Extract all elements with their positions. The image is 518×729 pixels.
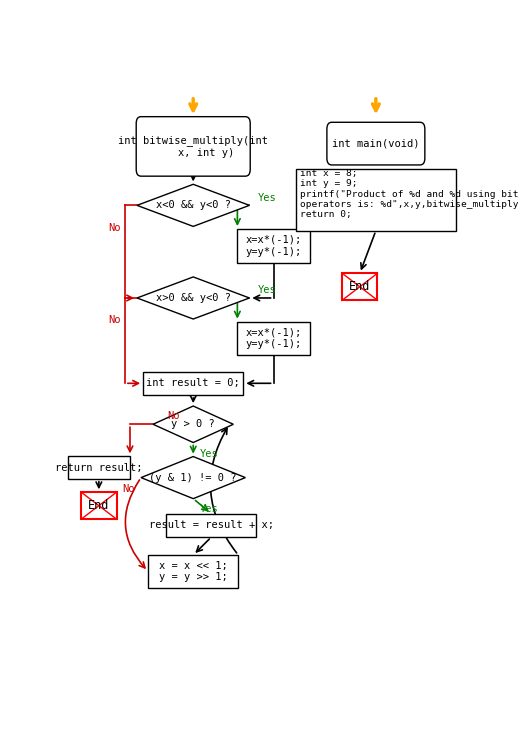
Text: No: No (167, 411, 179, 421)
Text: Yes: Yes (258, 192, 277, 203)
Text: int x = 8;
int y = 9;
printf("Product of %d and %d using bitwise
operators is: %: int x = 8; int y = 9; printf("Product of… (299, 169, 518, 219)
Text: int main(void): int main(void) (332, 139, 420, 149)
Text: Yes: Yes (258, 285, 277, 295)
Text: No: No (109, 223, 121, 233)
Bar (237, 229, 310, 262)
Bar (166, 513, 256, 537)
Text: Yes: Yes (200, 504, 219, 514)
FancyBboxPatch shape (327, 122, 425, 165)
Text: result = result + x;: result = result + x; (149, 521, 274, 530)
Text: x=x*(-1);
y=y*(-1);: x=x*(-1); y=y*(-1); (246, 327, 301, 349)
Text: No: No (109, 316, 121, 325)
Text: (y & 1) != 0 ?: (y & 1) != 0 ? (150, 472, 237, 483)
Text: End: End (88, 499, 110, 512)
Text: x<0 && y<0 ?: x<0 && y<0 ? (156, 200, 231, 211)
Text: x = x << 1;
y = y >> 1;: x = x << 1; y = y >> 1; (159, 561, 227, 582)
Polygon shape (137, 277, 250, 319)
Polygon shape (153, 406, 233, 443)
Bar (342, 273, 378, 300)
Text: No: No (123, 484, 135, 494)
Polygon shape (141, 456, 246, 499)
Text: int bitwise_multiply(int
    x, int y): int bitwise_multiply(int x, int y) (118, 135, 268, 157)
Bar (143, 372, 243, 395)
Bar (68, 456, 130, 479)
Bar (81, 492, 117, 519)
Text: Yes: Yes (200, 449, 219, 459)
Bar (296, 169, 456, 230)
Bar (148, 555, 238, 588)
Text: End: End (349, 280, 370, 293)
FancyBboxPatch shape (136, 117, 250, 176)
Text: x=x*(-1);
y=y*(-1);: x=x*(-1); y=y*(-1); (246, 235, 301, 257)
Bar (237, 321, 310, 355)
Text: int result = 0;: int result = 0; (147, 378, 240, 389)
Text: y > 0 ?: y > 0 ? (171, 419, 215, 429)
Text: x>0 && y<0 ?: x>0 && y<0 ? (156, 293, 231, 303)
Text: return result;: return result; (55, 462, 142, 472)
Polygon shape (137, 184, 250, 227)
